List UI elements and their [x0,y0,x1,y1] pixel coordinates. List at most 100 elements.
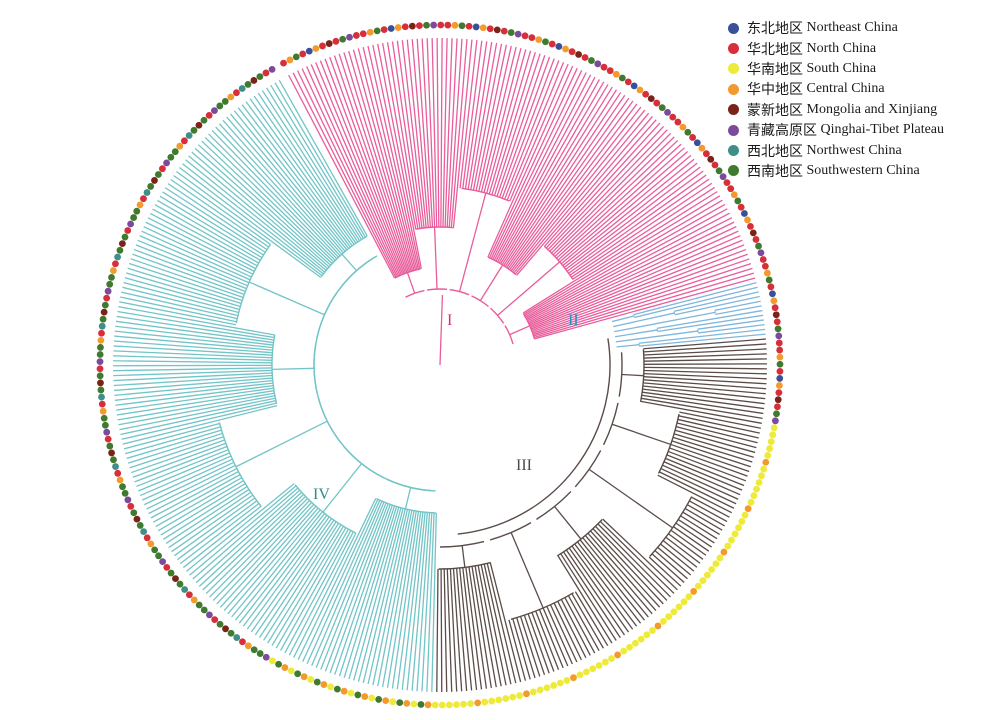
legend-en: North China [806,40,877,56]
tip-dot [151,546,159,554]
tip-dot [740,210,748,217]
terminal-branch [549,129,668,252]
tip-dot [313,678,321,686]
terminal-branch [511,106,642,273]
terminal-branch [329,56,408,273]
terminal-branch [297,70,398,278]
terminal-branch [115,320,274,344]
terminal-branch [132,442,227,478]
terminal-branch [531,248,747,332]
backbone-arc [457,338,611,535]
tip-dot [99,315,107,323]
tip-dot [98,329,105,337]
terminal-branch [362,47,418,270]
terminal-branch [574,543,638,627]
legend-swatch [728,83,739,95]
terminal-branch [679,411,761,429]
terminal-branch [223,505,317,612]
clade-arc [338,255,378,290]
terminal-branch [643,376,767,385]
terminal-branch [552,136,675,256]
terminal-branch [126,272,241,308]
terminal-branch [348,506,400,680]
tip-dot [206,611,213,619]
clade-arc [449,288,470,296]
terminal-branch [136,449,229,488]
terminal-branch [125,426,221,455]
terminal-branch [492,72,587,260]
terminal-branch [571,545,634,630]
terminal-branch [209,497,309,598]
terminal-branch [643,372,767,380]
terminal-branch [198,491,303,587]
tip-dot [606,67,614,75]
tip-dot [770,424,778,432]
terminal-branch [538,609,564,669]
tip-dot [458,22,466,30]
tip-dot [401,23,409,31]
terminal-branch [320,502,387,670]
tip-dot [595,662,603,669]
terminal-branch [486,563,517,684]
tip-dot [167,569,175,577]
tip-dot [774,396,782,404]
terminal-branch [568,174,707,274]
tip-dot [516,692,524,699]
tip-dot [766,445,773,452]
terminal-branch [271,525,344,646]
terminal-branch [141,230,251,281]
terminal-branch [450,39,468,228]
terminal-branch [657,474,733,514]
tip-dot [762,458,770,466]
terminal-branch [426,512,435,692]
terminal-branch [118,306,275,336]
terminal-branch [678,415,760,434]
terminal-branch [462,40,483,189]
terminal-branch [525,203,726,318]
terminal-branch [474,565,497,688]
tip-dot [112,463,119,470]
terminal-branch [449,568,458,692]
clade-arc [639,349,645,402]
terminal-branch [115,385,274,406]
terminal-branch [168,491,252,549]
terminal-branch [421,38,434,228]
tip-dot [570,674,577,682]
tip-dot [670,608,678,616]
tip-dot [151,177,158,184]
tip-dot [143,534,151,542]
tip-dot [562,45,569,53]
terminal-branch [372,44,421,270]
tip-dot [100,414,108,422]
terminal-branch [113,350,273,359]
terminal-branch [567,595,600,652]
terminal-branch [592,528,664,605]
terminal-branch [226,116,344,254]
tip-dot [755,242,762,250]
legend-item: 青藏高原区 Qinghai-Tibet Plateau [728,120,944,140]
terminal-branch [122,405,278,445]
tip-dot [741,511,749,519]
terminal-branch [556,143,682,259]
tip-dot [327,683,335,691]
terminal-branch [353,507,402,681]
terminal-branch [258,521,337,638]
legend-en: Mongolia and Xinjiang [806,101,938,117]
tip-dot [172,575,179,583]
tip-dot [555,43,563,50]
tip-dot [118,240,126,248]
terminal-branch [301,68,400,277]
terminal-branch [642,385,766,400]
clade-branch [272,367,315,371]
terminal-branch [483,48,522,193]
terminal-branch [372,509,411,686]
terminal-branch [557,147,685,261]
terminal-branch [141,458,233,501]
tip-dot [181,586,189,593]
terminal-branch [554,139,679,257]
tip-dot [373,27,381,35]
tip-dot [486,25,494,33]
terminal-branch [391,41,421,229]
terminal-branch [367,45,420,270]
terminal-branch [508,619,527,681]
